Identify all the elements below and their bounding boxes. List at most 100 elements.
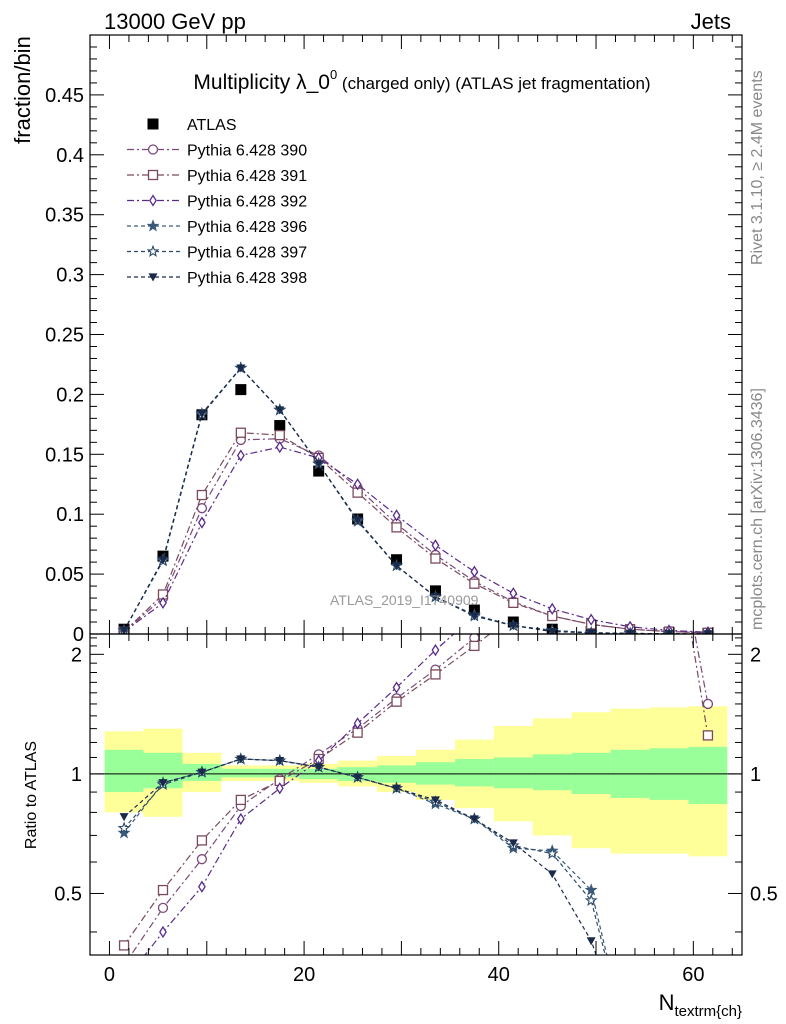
main-point-p398 [625, 629, 635, 634]
ratio-point-p398 [236, 755, 246, 764]
main-point-p398 [430, 593, 440, 602]
main-line-p398 [123, 367, 708, 634]
ratio-band-stat [532, 754, 572, 791]
x-axis-label-main: N [659, 990, 675, 1015]
x-axis-label-sub: textrm{ch} [674, 1003, 742, 1020]
main-series-p398 [119, 364, 713, 634]
main-point-p398 [547, 628, 557, 634]
main-point-p391 [508, 597, 519, 609]
process-label: Jets [691, 9, 731, 34]
ratio-point-p391 [157, 884, 169, 896]
ratio-y-axis-label: Ratio to ATLAS [23, 741, 40, 849]
legend-marker [146, 219, 160, 232]
ratio-point-p392 [275, 782, 284, 795]
x-tick-label: 40 [488, 964, 510, 986]
ratio-point-p398 [586, 937, 596, 946]
main-point-p392 [470, 565, 479, 578]
legend-marker [147, 169, 159, 181]
title-main: Multiplicity λ_0 [193, 71, 330, 94]
ratio-point-p398 [469, 815, 479, 824]
legend: ATLAS Pythia 6.428 390 Pythia 6.428 391 Pyt… [127, 117, 307, 287]
ratio-point-p398 [508, 839, 518, 848]
ratio-line-p390 [130, 634, 709, 955]
ratio-y-tick-label-right: 1 [750, 764, 761, 786]
main-point-p398 [586, 629, 596, 634]
main-point-data [274, 420, 286, 432]
main-y-tick-label: 0.35 [45, 205, 84, 227]
main-y-tick-label: 0.3 [56, 265, 84, 287]
main-point-p398 [469, 612, 479, 621]
ratio-point-p391 [235, 794, 246, 806]
ratio-point-p398 [430, 796, 440, 805]
main-point-p398 [703, 630, 713, 634]
ratio-band-stat [104, 749, 144, 793]
ratio-y-tick-label-right: 2 [750, 644, 761, 666]
ratio-line-p398 [123, 758, 597, 955]
legend-marker [148, 273, 158, 282]
main-y-tick-label: 0 [73, 624, 84, 646]
main-line-p390 [123, 438, 708, 634]
ratio-point-p397 [545, 846, 559, 860]
ratio-point-p398 [197, 768, 207, 777]
main-point-p391 [235, 427, 246, 438]
legend-entry-p397: Pythia 6.428 397 [127, 245, 307, 262]
legend-marker [147, 118, 159, 130]
main-y-tick-label: 0.15 [45, 444, 84, 466]
main-title: Multiplicity λ_00 (charged only) (ATLAS … [193, 67, 650, 94]
ratio-point-p392 [159, 925, 167, 939]
ratio-point-p391 [118, 940, 130, 951]
legend-label: Pythia 6.428 391 [187, 168, 307, 185]
legend-label: Pythia 6.428 397 [187, 245, 307, 262]
main-y-axis-label: fraction/bin [10, 36, 35, 144]
ratio-series-p398 [119, 755, 597, 955]
legend-entry-p392: Pythia 6.428 392 [127, 194, 307, 211]
main-point-p398 [275, 406, 285, 415]
legend-label: Pythia 6.428 390 [187, 143, 307, 160]
main-point-p392 [392, 509, 401, 522]
ratio-line-p396 [123, 758, 608, 955]
ratio-point-p398 [547, 870, 557, 879]
main-line-p392 [123, 446, 708, 633]
ratio-band-stat [260, 768, 300, 778]
x-tick-label: 60 [682, 964, 704, 986]
ratio-point-p398 [275, 757, 285, 766]
legend-marker [146, 244, 160, 257]
ratio-point-p392 [197, 880, 206, 893]
main-point-p398 [197, 409, 207, 419]
ratio-point-p397 [584, 893, 598, 906]
main-y-tick-label: 0.25 [45, 325, 84, 347]
mcplots-label: mcplots.cern.ch [arXiv:1306.3436] [749, 388, 766, 630]
ratio-line-p392 [144, 634, 455, 955]
ratio-point-p390 [157, 902, 169, 914]
main-point-p398 [314, 460, 324, 469]
legend-label: ATLAS [187, 117, 237, 134]
ratio-point-p392 [431, 643, 440, 657]
ratio-point-p391 [430, 669, 441, 680]
main-point-p398 [664, 630, 674, 634]
main-point-p392 [236, 449, 245, 462]
main-point-p398 [392, 562, 402, 571]
main-point-p391 [274, 429, 285, 441]
ratio-point-p398 [119, 813, 129, 822]
x-tick-label: 20 [293, 964, 315, 986]
main-point-data [235, 384, 247, 396]
main-point-p391 [196, 489, 208, 501]
main-point-data [313, 465, 325, 477]
main-point-p392 [587, 613, 596, 626]
ratio-frame [89, 633, 743, 956]
main-point-p392 [275, 440, 284, 454]
main-line-p391 [123, 432, 708, 634]
ratio-y-tick-label: 2 [71, 644, 82, 666]
main-y-tick-label: 0.4 [56, 145, 84, 167]
main-point-p398 [353, 516, 363, 525]
main-panel: ATLAS_2019_I1740909 0 0.05 0.1 0.15 0.2 0.25 0… [10, 34, 743, 646]
legend-marker [149, 194, 157, 207]
main-point-p391 [430, 553, 441, 564]
main-point-p392 [159, 596, 167, 610]
ratio-point-p391 [469, 640, 480, 652]
main-point-p392 [548, 602, 557, 616]
x-tick-label: 0 [104, 964, 115, 986]
title-rest: (charged only) (ATLAS jet fragmentation) [337, 74, 650, 93]
ratio-y-tick-label: 0.5 [54, 883, 82, 905]
ratio-point-p392 [353, 717, 362, 730]
